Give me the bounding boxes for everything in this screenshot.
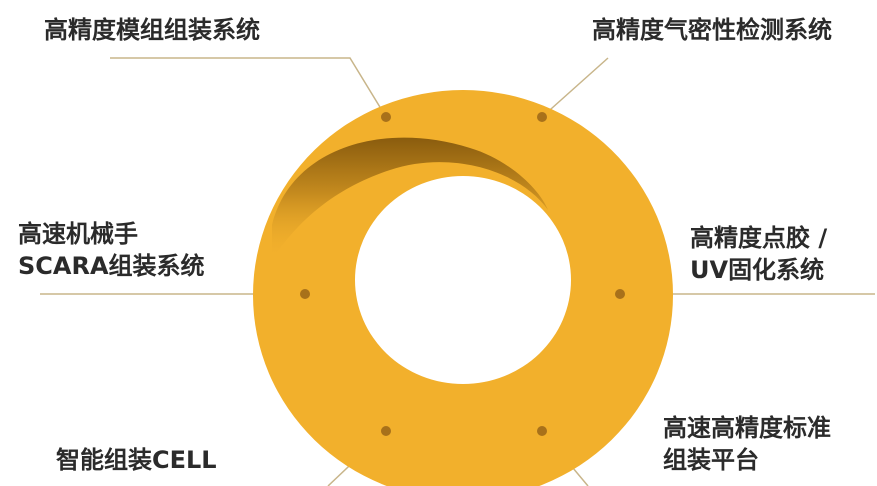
label-middle-left: 高速机械手 SCARA组装系统 — [18, 218, 205, 282]
dot-top-left — [381, 112, 391, 122]
label-middle-left-line1: 高速机械手 — [18, 220, 138, 248]
dot-bottom-left — [381, 426, 391, 436]
label-top-right: 高精度气密性检测系统 — [592, 14, 832, 46]
ring-fold-shadow — [272, 137, 548, 260]
label-middle-right: 高精度点胶 / UV固化系统 — [690, 222, 827, 286]
yellow-ring — [253, 90, 673, 486]
label-bottom-left: 智能组装CELL — [56, 444, 217, 476]
label-top-right-text: 高精度气密性检测系统 — [592, 16, 832, 44]
dot-top-right — [537, 112, 547, 122]
dot-bottom-right — [537, 426, 547, 436]
label-top-left: 高精度模组组装系统 — [44, 14, 260, 46]
dot-middle-left — [300, 289, 310, 299]
dot-middle-right — [615, 289, 625, 299]
connector-top-right — [541, 57, 609, 118]
dots — [300, 112, 625, 436]
label-bottom-right-line1: 高速高精度标准 — [663, 414, 831, 442]
label-bottom-right: 高速高精度标准 组装平台 — [663, 412, 831, 476]
label-middle-left-line2: SCARA组装系统 — [18, 252, 205, 280]
label-bottom-right-line2: 组装平台 — [663, 446, 759, 474]
label-top-left-text: 高精度模组组装系统 — [44, 16, 260, 44]
connector-top-left — [110, 57, 387, 118]
label-bottom-left-text: 智能组装CELL — [56, 446, 217, 474]
label-middle-right-line2: UV固化系统 — [690, 256, 825, 284]
label-middle-right-line1: 高精度点胶 / — [690, 224, 828, 252]
